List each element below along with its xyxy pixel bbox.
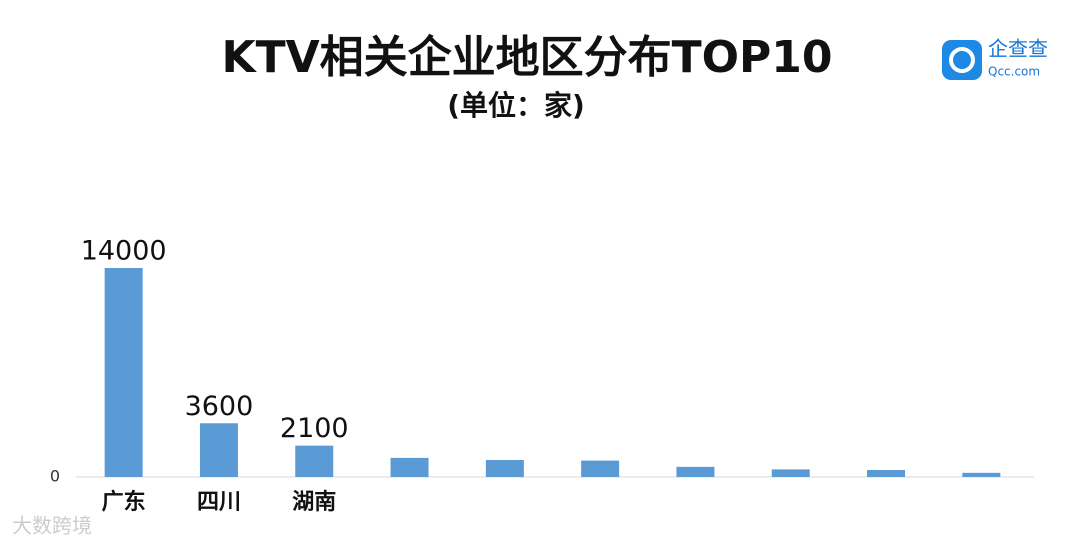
value-label: 3600 [185, 391, 254, 422]
chart-title: KTV相关企业地区分布TOP10 [221, 32, 832, 83]
y-tick-label: 0 [50, 467, 60, 486]
value-label: 2100 [280, 413, 349, 444]
bar [104, 268, 143, 477]
logo-icon [942, 40, 982, 80]
bar [771, 469, 810, 477]
logo-name: 企查查 [988, 37, 1048, 61]
chart-subtitle: (单位：家) [447, 89, 585, 122]
bar [390, 457, 429, 477]
bar [199, 423, 238, 477]
x-tick-label: 四川 [197, 490, 241, 515]
x-tick-label: 广东 [102, 489, 146, 515]
bar [867, 469, 906, 477]
logo-url: Qcc.com [988, 65, 1040, 79]
logo-icon-ring [949, 47, 975, 73]
bar [295, 445, 334, 477]
watermark: 大数跨境 [12, 514, 92, 538]
bar [962, 472, 1001, 477]
logo: 企查查 Qcc.com [942, 37, 1048, 80]
x-tick-label: 湖南 [292, 490, 336, 515]
bar [676, 466, 715, 477]
bar [581, 460, 620, 477]
bar [485, 459, 524, 477]
value-label: 14000 [81, 236, 167, 267]
